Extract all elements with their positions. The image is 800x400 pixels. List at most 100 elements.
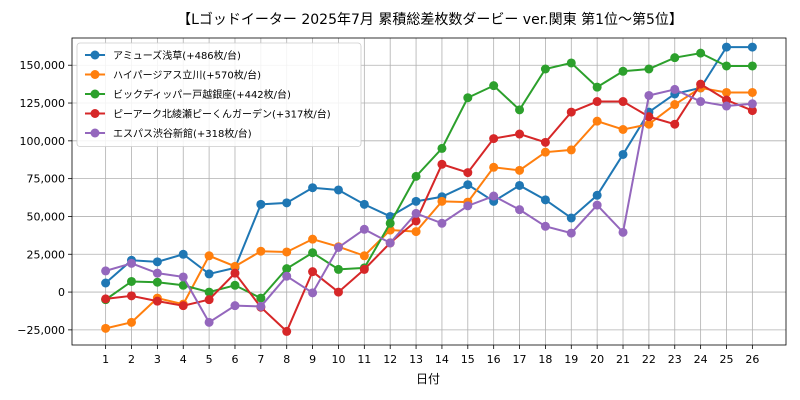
x-tick-label: 17	[513, 353, 527, 366]
data-point	[411, 208, 421, 218]
data-point	[282, 198, 292, 208]
y-tick-label: −25,000	[17, 324, 65, 337]
data-point	[256, 246, 266, 256]
data-point	[256, 293, 266, 303]
chart-title: 【Lゴッドイーター 2025年7月 累積総差枚数ダービー ver.関東 第1位～…	[177, 11, 683, 28]
data-point	[230, 301, 240, 311]
data-point	[282, 326, 292, 336]
data-point	[489, 81, 499, 91]
data-point	[618, 149, 628, 159]
x-tick-label: 8	[283, 353, 290, 366]
data-point	[256, 199, 266, 209]
x-tick-label: 7	[257, 353, 264, 366]
data-point	[437, 143, 447, 153]
data-point	[618, 227, 628, 237]
data-point	[592, 82, 602, 92]
data-point	[747, 87, 757, 97]
x-tick-label: 2	[128, 353, 135, 366]
data-point	[515, 180, 525, 190]
data-point	[359, 264, 369, 274]
data-point	[696, 97, 706, 107]
data-point	[566, 213, 576, 223]
data-point	[618, 66, 628, 76]
data-point	[333, 242, 343, 252]
y-tick-label: 75,000	[27, 173, 66, 186]
legend-box	[76, 42, 362, 147]
x-tick-label: 19	[564, 353, 578, 366]
data-point	[463, 180, 473, 190]
data-point	[204, 287, 214, 297]
x-tick-label: 9	[309, 353, 316, 366]
data-point	[618, 124, 628, 134]
data-point	[308, 288, 318, 298]
y-tick-label: 25,000	[27, 248, 66, 261]
axes: 1 2 3 4 5 6 7 8 9 10 11 12 13 14 15 16 17 18 19 20 21 22 23 24 2…	[17, 37, 787, 366]
data-point	[437, 196, 447, 206]
y-tick-label: 100,000	[20, 135, 66, 148]
legend-item: ビックディッパー戸越銀座(+442枚/台)	[85, 88, 291, 101]
x-tick-label: 3	[154, 353, 161, 366]
data-point	[670, 119, 680, 129]
legend-swatch-marker	[90, 128, 100, 138]
x-tick-label: 5	[206, 353, 213, 366]
data-point	[127, 317, 136, 327]
data-point	[670, 53, 680, 63]
x-tick-label: 23	[668, 353, 682, 366]
data-point	[411, 196, 421, 206]
x-tick-label: 18	[538, 353, 552, 366]
legend-item: エスパス渋谷新館(+318枚/台)	[85, 127, 252, 140]
data-point	[515, 105, 525, 115]
legend-swatch-marker	[90, 89, 100, 99]
x-tick-label: 10	[331, 353, 345, 366]
series-line	[105, 88, 753, 324]
data-point	[308, 234, 318, 244]
data-point	[101, 266, 111, 276]
data-point	[333, 287, 343, 297]
data-point	[747, 106, 757, 116]
x-tick-label: 4	[180, 353, 187, 366]
y-tick-label: 150,000	[20, 59, 66, 72]
data-point	[540, 195, 550, 205]
x-tick-label: 22	[642, 353, 656, 366]
data-point	[747, 61, 757, 71]
data-point	[204, 251, 214, 261]
legend-swatch-marker	[90, 70, 100, 79]
legend-item: アミューズ浅草(+486枚/台)	[85, 49, 241, 62]
legend-label: ビックディッパー戸越銀座(+442枚/台)	[113, 88, 291, 101]
data-point	[178, 301, 188, 311]
data-point	[282, 271, 292, 281]
data-point	[101, 278, 111, 288]
data-point	[566, 145, 576, 155]
x-tick-label: 25	[720, 353, 734, 366]
data-point	[308, 267, 318, 277]
data-point	[463, 201, 473, 211]
data-point	[696, 79, 706, 89]
data-point	[722, 101, 731, 111]
x-tick-label: 20	[590, 353, 604, 366]
data-point	[127, 276, 136, 286]
data-point	[489, 191, 499, 201]
data-point	[566, 228, 576, 238]
data-point	[204, 317, 214, 327]
data-point	[670, 100, 680, 110]
x-tick-label: 26	[745, 353, 759, 366]
y-tick-label: 125,000	[20, 97, 66, 110]
data-point	[411, 171, 421, 181]
data-point	[696, 48, 706, 58]
data-point	[437, 218, 447, 228]
series-layer	[101, 42, 757, 336]
data-point	[333, 264, 343, 274]
x-tick-label: 24	[694, 353, 708, 366]
data-point	[127, 258, 136, 268]
legend: アミューズ浅草(+486枚/台) ハイパージアス立川(+570枚/台) ビックディッ…	[76, 42, 362, 147]
x-tick-label: 15	[461, 353, 475, 366]
y-tick-label: 0	[58, 286, 65, 299]
legend-item: ハイパージアス立川(+570枚/台)	[85, 69, 261, 82]
legend-label: ハイパージアス立川(+570枚/台)	[113, 69, 261, 82]
x-tick-label: 6	[231, 353, 238, 366]
data-point	[670, 84, 680, 94]
data-point	[515, 165, 525, 175]
data-point	[747, 99, 757, 109]
x-axis-label: 日付	[416, 372, 440, 386]
